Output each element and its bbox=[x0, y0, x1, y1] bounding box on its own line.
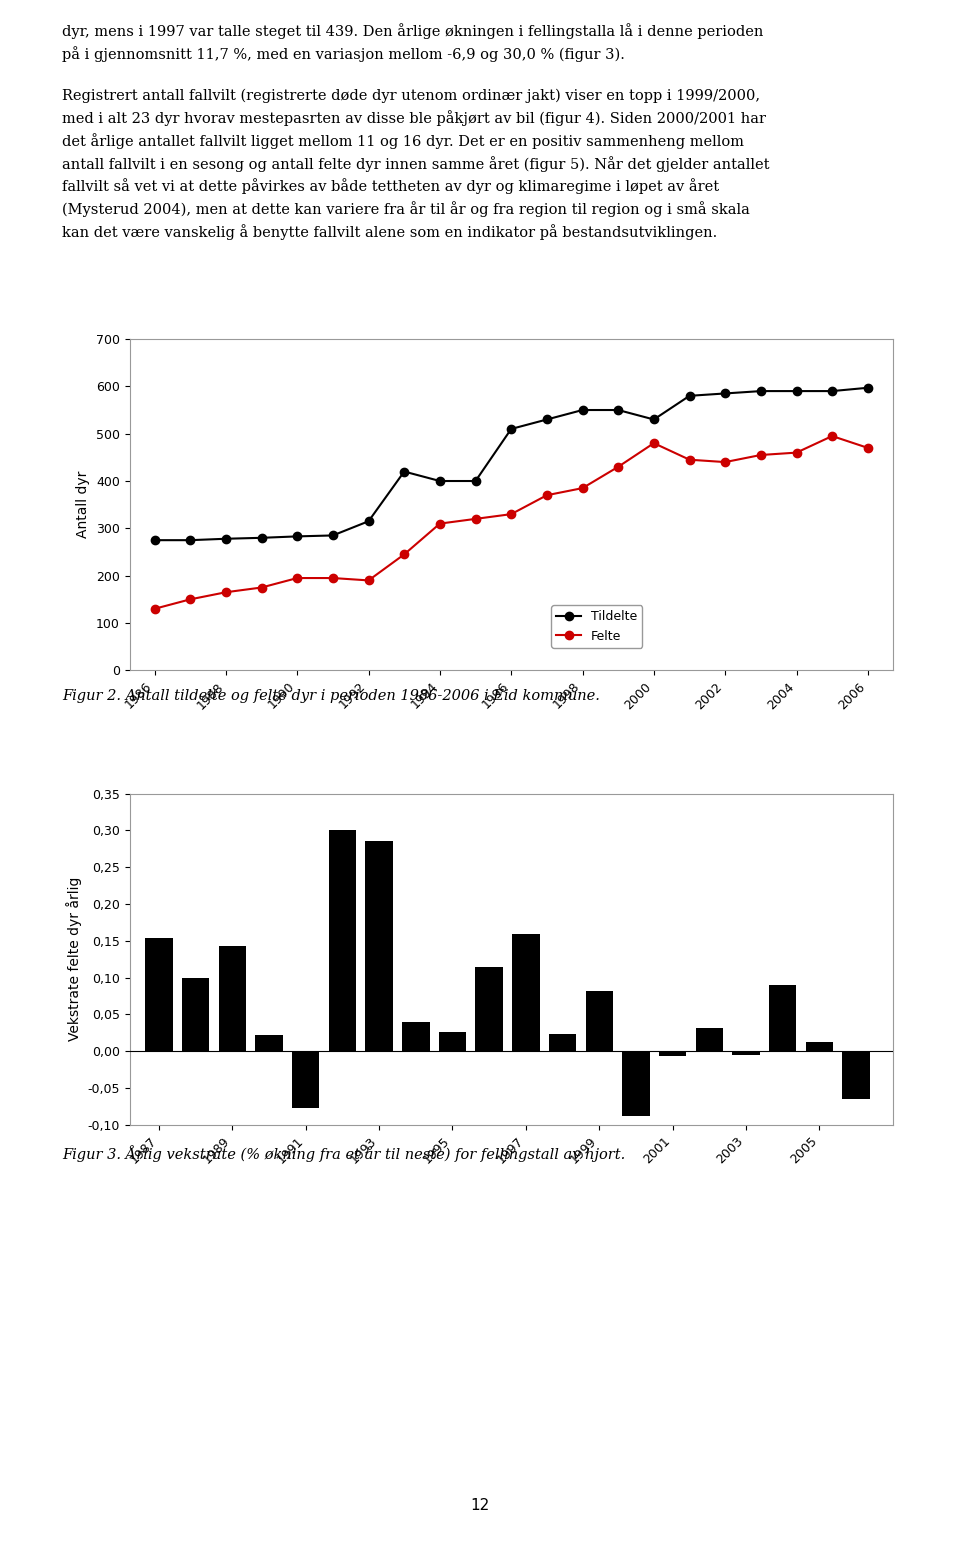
Tildelte bbox=[469, 472, 481, 490]
Bar bbox=[402, 1022, 429, 1051]
Tildelte bbox=[255, 529, 267, 547]
Bar bbox=[769, 985, 797, 1051]
Tildelte bbox=[292, 527, 303, 546]
Bar bbox=[696, 1028, 723, 1051]
Text: dyr, mens i 1997 var talle steget til 439. Den årlige økningen i fellingstalla l: dyr, mens i 1997 var talle steget til 43… bbox=[62, 23, 770, 240]
Bar bbox=[586, 991, 613, 1051]
Felte bbox=[434, 515, 445, 533]
Bar bbox=[805, 1042, 833, 1051]
Bar bbox=[292, 1051, 320, 1108]
Felte bbox=[612, 458, 624, 476]
Tildelte bbox=[648, 410, 660, 428]
Felte bbox=[791, 444, 803, 462]
Y-axis label: Antall dyr: Antall dyr bbox=[77, 472, 90, 538]
Felte bbox=[541, 485, 553, 504]
Felte bbox=[255, 578, 267, 596]
Felte bbox=[648, 435, 660, 453]
Felte bbox=[292, 569, 303, 587]
Felte bbox=[184, 590, 196, 609]
Tildelte bbox=[827, 382, 838, 401]
Bar bbox=[145, 938, 173, 1051]
Felte bbox=[577, 479, 588, 498]
Tildelte bbox=[149, 532, 160, 550]
Tildelte bbox=[434, 472, 445, 490]
Tildelte bbox=[684, 387, 695, 405]
Felte bbox=[220, 582, 231, 601]
Text: Figur 3. Årlig vekstrate (% økning fra et år til neste) for fellingstall av hjor: Figur 3. Årlig vekstrate (% økning fra e… bbox=[62, 1145, 626, 1162]
Tildelte bbox=[862, 379, 874, 398]
Bar bbox=[659, 1051, 686, 1057]
Tildelte bbox=[505, 419, 516, 438]
Tildelte bbox=[327, 525, 339, 544]
Y-axis label: Vekstrate felte dyr årlig: Vekstrate felte dyr årlig bbox=[66, 877, 82, 1042]
Felte bbox=[719, 453, 731, 472]
Tildelte bbox=[363, 512, 374, 530]
Felte bbox=[469, 510, 481, 529]
Line: Felte: Felte bbox=[151, 431, 872, 613]
Tildelte bbox=[719, 384, 731, 402]
Text: 12: 12 bbox=[470, 1498, 490, 1513]
Line: Tildelte: Tildelte bbox=[151, 384, 872, 544]
Felte bbox=[505, 505, 516, 524]
Bar bbox=[219, 946, 246, 1051]
Felte bbox=[398, 546, 410, 564]
Tildelte bbox=[612, 401, 624, 419]
Felte bbox=[756, 445, 767, 464]
Bar bbox=[732, 1051, 759, 1056]
Tildelte bbox=[756, 382, 767, 401]
Felte bbox=[827, 427, 838, 445]
Tildelte bbox=[791, 382, 803, 401]
Felte bbox=[684, 450, 695, 468]
Bar bbox=[439, 1032, 467, 1051]
Bar bbox=[842, 1051, 870, 1099]
Bar bbox=[255, 1036, 283, 1051]
Bar bbox=[512, 934, 540, 1051]
Legend: Tildelte, Felte: Tildelte, Felte bbox=[551, 606, 642, 647]
Felte bbox=[862, 439, 874, 458]
Tildelte bbox=[541, 410, 553, 428]
Bar bbox=[181, 977, 209, 1051]
Tildelte bbox=[398, 462, 410, 481]
Tildelte bbox=[577, 401, 588, 419]
Tildelte bbox=[184, 532, 196, 550]
Tildelte bbox=[220, 530, 231, 549]
Bar bbox=[549, 1034, 576, 1051]
Text: Figur 2. Antall tildelte og felte dyr i perioden 1986-2006 i Eid kommune.: Figur 2. Antall tildelte og felte dyr i … bbox=[62, 689, 600, 703]
Bar bbox=[622, 1051, 650, 1116]
Bar bbox=[366, 841, 393, 1051]
Bar bbox=[328, 831, 356, 1051]
Felte bbox=[363, 572, 374, 590]
Felte bbox=[327, 569, 339, 587]
Bar bbox=[475, 968, 503, 1051]
Felte bbox=[149, 599, 160, 618]
